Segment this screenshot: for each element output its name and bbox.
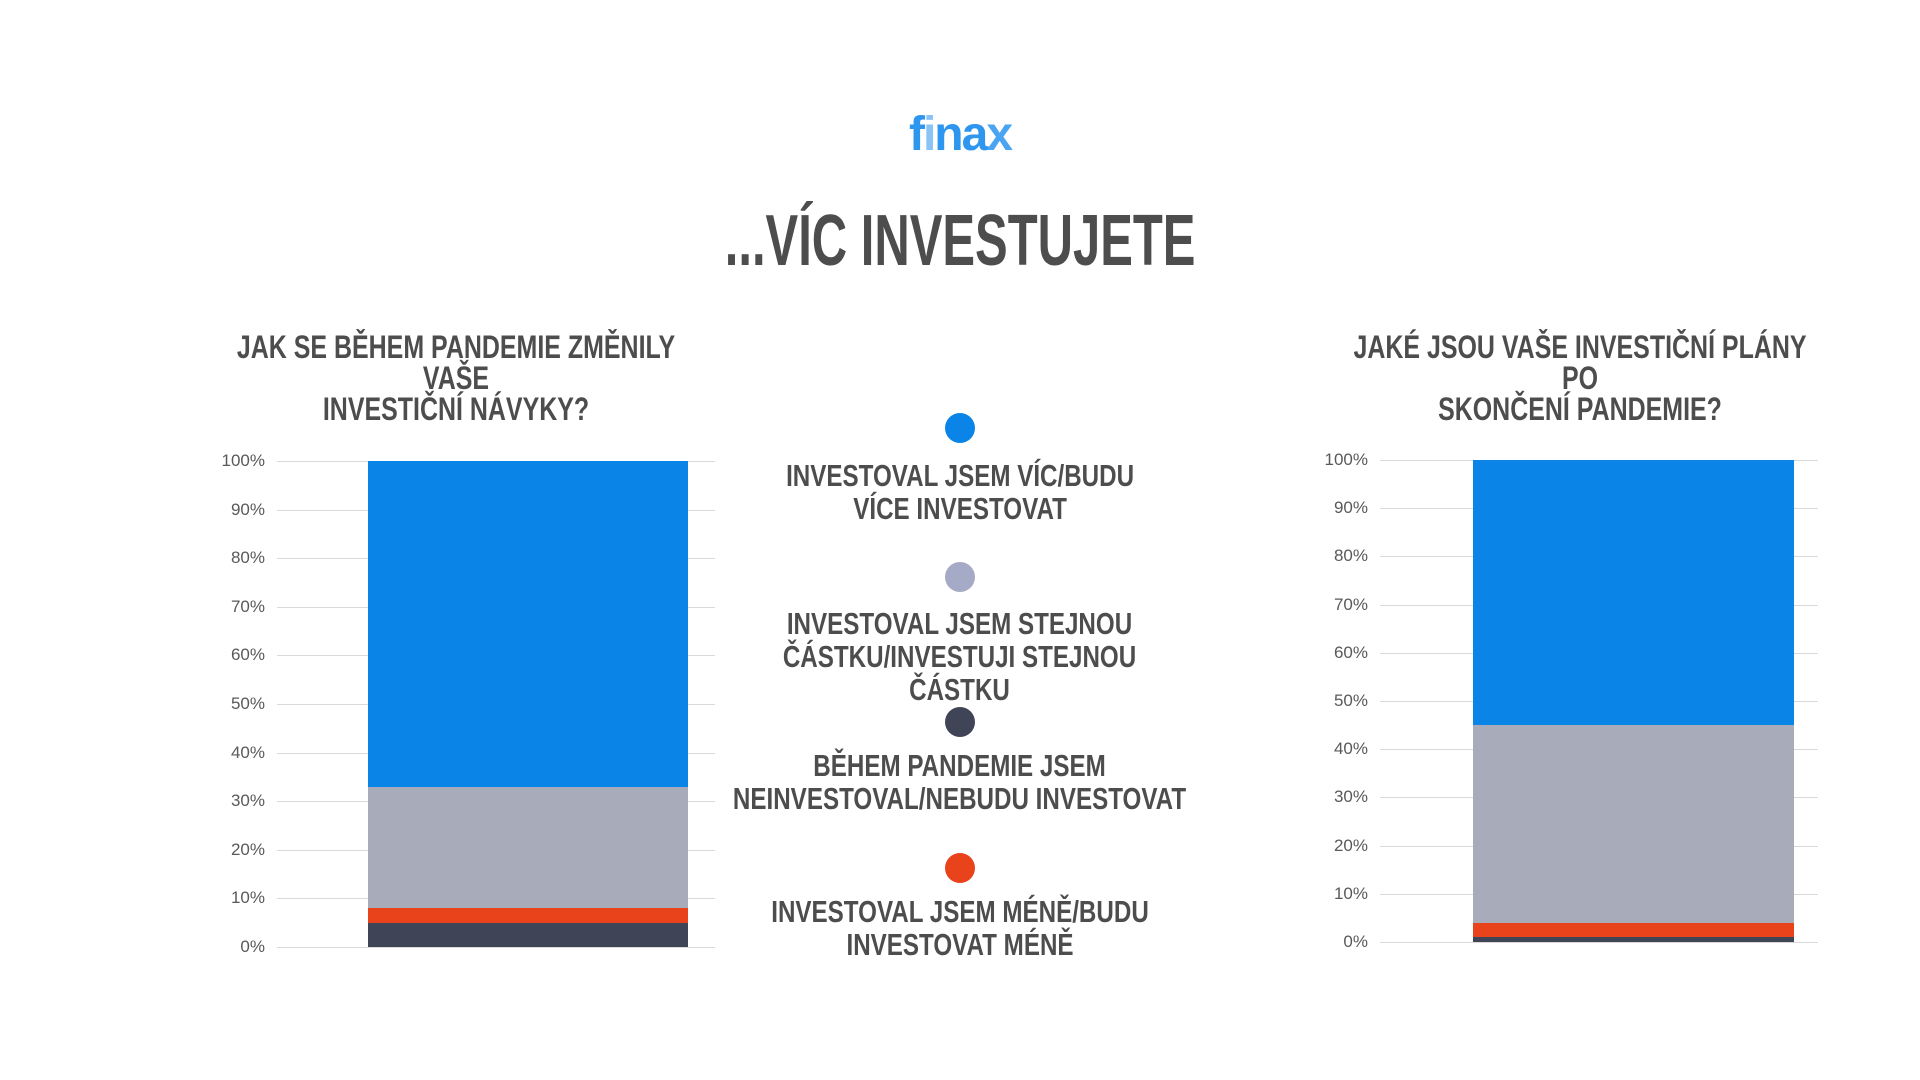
legend: INVESTOVAL JSEM VÍC/BUDU VÍCE INVESTOVAT… xyxy=(610,0,1310,1080)
bar-segment-same xyxy=(1473,725,1794,923)
legend-dot-invested-same xyxy=(945,562,975,592)
gridline xyxy=(1380,845,1818,847)
legend-label-invested-less: INVESTOVAL JSEM MÉNĚ/BUDU INVESTOVAT MÉN… xyxy=(610,895,1310,961)
y-tick-label: 10% xyxy=(230,888,265,908)
legend-label-invested-more: INVESTOVAL JSEM VÍC/BUDU VÍCE INVESTOVAT xyxy=(610,459,1310,525)
bar-segment-less xyxy=(1473,922,1794,938)
y-tick-label: 70% xyxy=(230,596,265,616)
legend-label-invested-less-text: INVESTOVAL JSEM MÉNĚ/BUDU INVESTOVAT MÉN… xyxy=(771,894,1149,962)
finax-logo-letter: f xyxy=(908,108,925,161)
gridline xyxy=(1380,604,1818,606)
y-tick-label: 0% xyxy=(240,937,265,956)
main-title: ...VÍC INVESTUJETE xyxy=(0,204,1920,278)
y-tick-label: 100% xyxy=(221,451,265,470)
gridline xyxy=(1380,942,1818,943)
y-tick-label: 90% xyxy=(230,499,265,519)
y-tick-label: 50% xyxy=(230,694,265,713)
gridline xyxy=(1380,556,1818,558)
gridline xyxy=(1380,893,1818,895)
gridline xyxy=(1380,749,1818,751)
gridline xyxy=(1380,460,1818,461)
gridline xyxy=(1380,652,1818,654)
y-tick-label: 20% xyxy=(230,839,265,859)
chart-title-right-text: JAKÉ JSOU VAŠE INVESTIČNÍ PLÁNY PO SKONČ… xyxy=(1353,329,1807,427)
finax-logo: finax xyxy=(0,110,1920,160)
gridline xyxy=(1380,797,1818,799)
y-tick-label: 40% xyxy=(230,742,265,762)
y-tick-label: 30% xyxy=(230,791,265,811)
legend-label-not-invested: BĚHEM PANDEMIE JSEM NEINVESTOVAL/NEBUDU … xyxy=(610,749,1310,815)
legend-dot-invested-more xyxy=(945,413,975,443)
legend-label-invested-more-text: INVESTOVAL JSEM VÍC/BUDU VÍCE INVESTOVAT xyxy=(785,458,1134,526)
plot-area-right-chart xyxy=(1380,460,1818,943)
y-tick-label: 60% xyxy=(230,645,265,665)
finax-logo-letter: i xyxy=(922,108,936,161)
legend-label-not-invested-text: BĚHEM PANDEMIE JSEM NEINVESTOVAL/NEBUDU … xyxy=(733,748,1187,816)
chart-title-right: JAKÉ JSOU VAŠE INVESTIČNÍ PLÁNY PO SKONČ… xyxy=(1270,329,1890,427)
y-tick-label: 80% xyxy=(230,548,265,568)
legend-label-invested-same-text: INVESTOVAL JSEM STEJNOU ČÁSTKU/INVESTUJI… xyxy=(783,606,1137,707)
finax-logo-letter: x xyxy=(986,108,1013,161)
chart-title-left-text: JAK SE BĚHEM PANDEMIE ZMĚNILY VAŠE INVES… xyxy=(236,329,676,427)
legend-dot-not-invested xyxy=(945,707,975,737)
main-title-text: ...VÍC INVESTUJETE xyxy=(724,201,1196,281)
gridline xyxy=(1380,701,1818,702)
bar-segment-none xyxy=(1473,937,1794,942)
legend-dot-invested-less xyxy=(945,853,975,883)
finax-logo-letter: na xyxy=(934,108,988,161)
legend-label-invested-same: INVESTOVAL JSEM STEJNOU ČÁSTKU/INVESTUJI… xyxy=(610,607,1310,706)
chart-title-left: JAK SE BĚHEM PANDEMIE ZMĚNILY VAŠE INVES… xyxy=(146,329,766,427)
gridline xyxy=(1380,508,1818,510)
y-axis-left-chart: 100% 90% 80% 70% 60% 50% 40% 30% 20% 10% 0% xyxy=(175,451,265,956)
stacked-bar-right-chart xyxy=(1473,460,1794,942)
bar-segment-more xyxy=(1473,460,1794,726)
